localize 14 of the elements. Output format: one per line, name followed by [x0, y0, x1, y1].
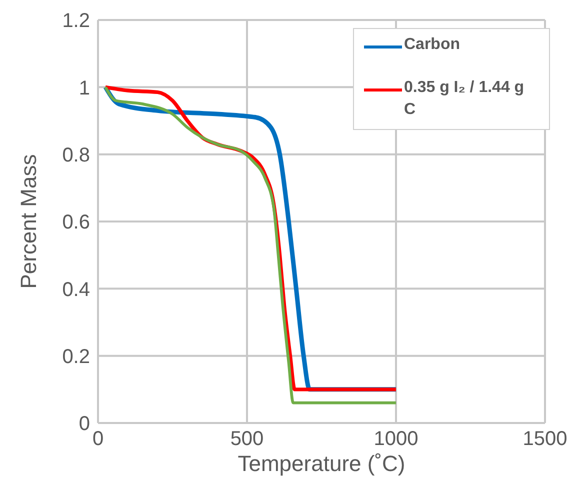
legend-label: 0.35 g I₂ / 1.44 g C	[404, 78, 526, 120]
y-tick-label: 0	[78, 413, 90, 436]
y-tick-label: 0.8	[62, 144, 90, 166]
x-tick-label: 1000	[374, 428, 418, 450]
x-tick-label: 500	[230, 428, 264, 450]
y-tick-label: 0.6	[62, 212, 90, 234]
y-tick-label: 1	[78, 77, 90, 100]
y-tick-label: 0.4	[62, 278, 90, 301]
y-axis-title: Percent Mass	[16, 154, 41, 289]
x-axis-title: Temperature (˚C)	[238, 451, 406, 476]
y-tick-label: 1.2	[62, 10, 90, 32]
y-tick-label: 0.2	[62, 346, 90, 368]
x-tick-label: 1500	[522, 428, 568, 450]
legend-label: Carbon	[404, 35, 460, 55]
